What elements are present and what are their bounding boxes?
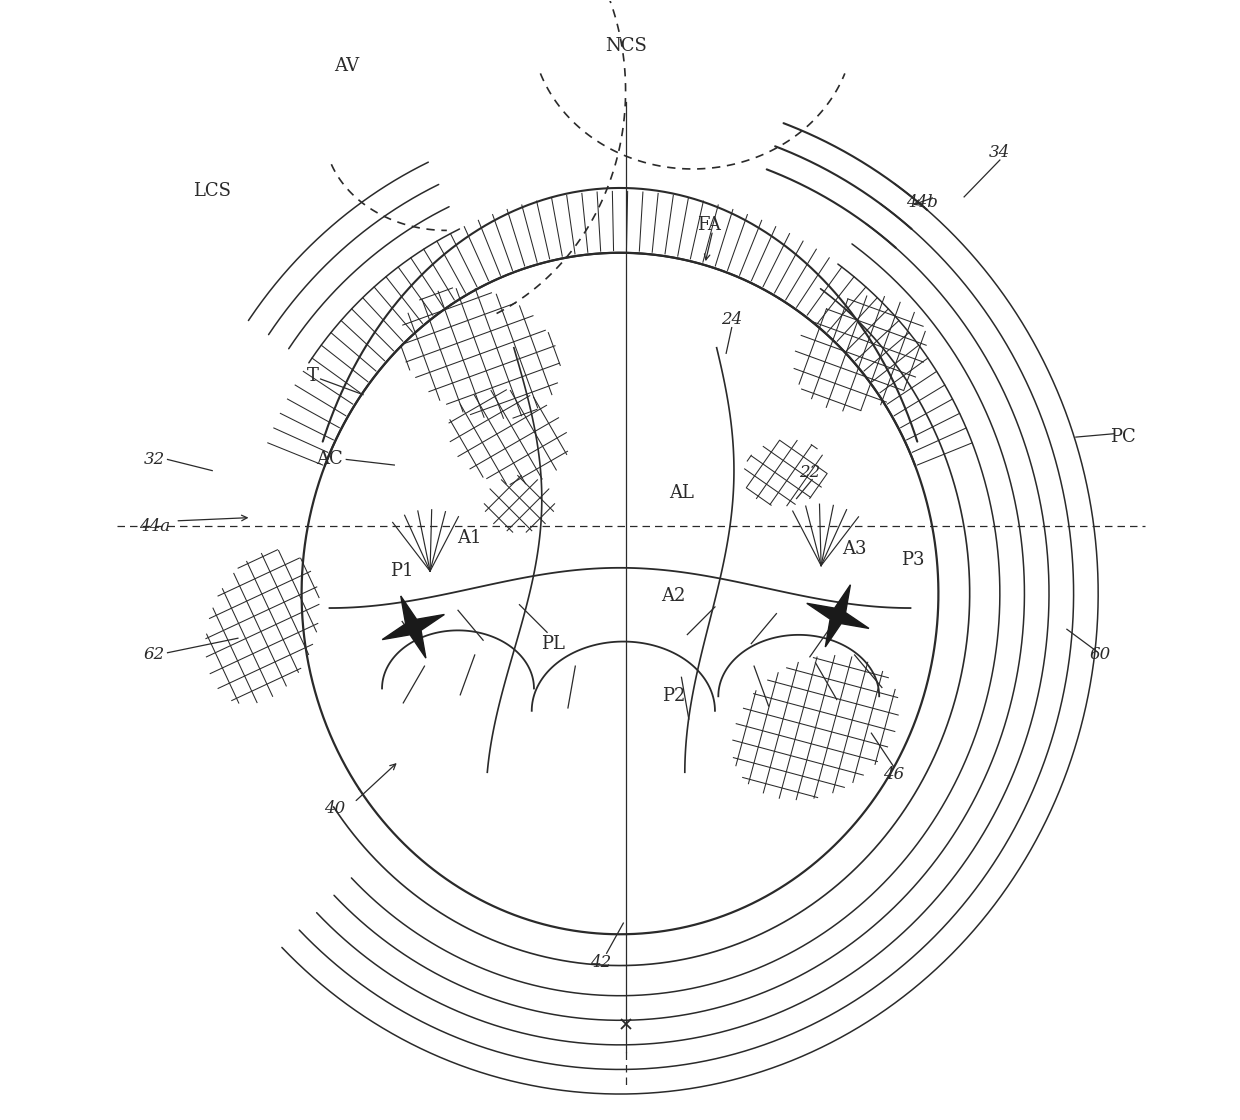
Text: 62: 62	[144, 646, 165, 663]
Text: P3: P3	[901, 551, 925, 569]
Text: FA: FA	[697, 216, 722, 234]
Text: PL: PL	[541, 635, 565, 653]
Text: AL: AL	[670, 484, 694, 502]
Text: LCS: LCS	[193, 183, 231, 200]
Text: 32: 32	[144, 451, 165, 468]
Text: T: T	[306, 366, 319, 384]
Text: P1: P1	[391, 562, 414, 580]
Text: A3: A3	[842, 540, 867, 558]
Text: 46: 46	[883, 766, 904, 783]
Text: NCS: NCS	[605, 37, 646, 55]
Text: P2: P2	[662, 688, 686, 706]
Text: 44a: 44a	[139, 517, 170, 535]
Text: 60: 60	[1090, 646, 1111, 663]
Text: 42: 42	[590, 954, 611, 971]
Text: PC: PC	[1110, 428, 1136, 446]
Text: 34: 34	[990, 143, 1011, 160]
Text: 44b: 44b	[905, 194, 937, 211]
Text: A2: A2	[661, 587, 686, 605]
Text: A1: A1	[456, 529, 481, 547]
Text: AV: AV	[334, 57, 358, 75]
Polygon shape	[382, 596, 444, 659]
Text: AC: AC	[316, 450, 343, 468]
Text: 22: 22	[800, 465, 821, 482]
Polygon shape	[807, 585, 869, 647]
Text: 40: 40	[325, 800, 346, 816]
Text: 24: 24	[722, 311, 743, 328]
